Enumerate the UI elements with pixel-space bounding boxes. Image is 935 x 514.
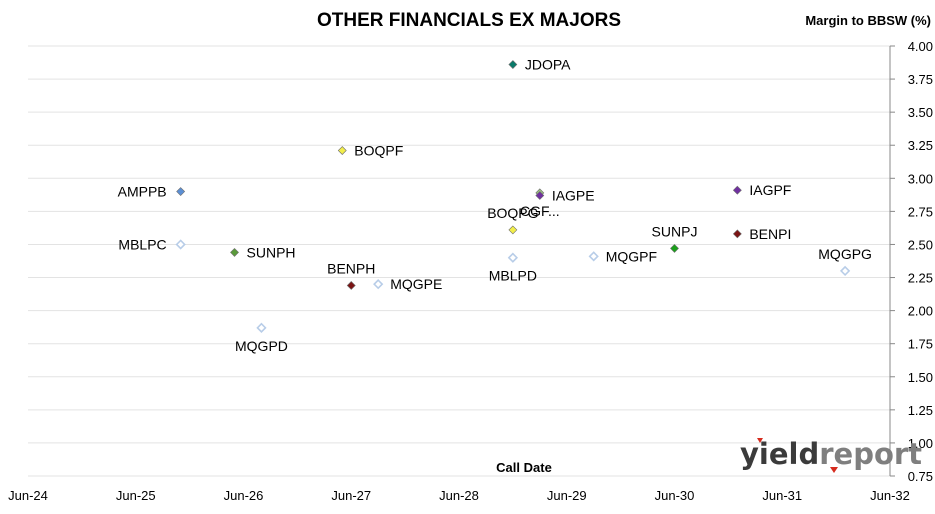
y-tick-label: 1.00 <box>908 436 933 451</box>
point-jdopa <box>508 60 518 69</box>
logo-triangle-icon <box>830 467 838 473</box>
data-label-iagpf: IAGPF <box>749 182 791 198</box>
y-axis: 0.75 1.00 1.25 1.50 1.75 2.00 2.25 2.50 2.75 3.00… <box>889 39 933 484</box>
x-tick-label: Jun-30 <box>655 488 695 503</box>
data-label-mqgpf: MQGPF <box>606 248 657 264</box>
y-tick-label: 2.00 <box>908 304 933 319</box>
point-sunph <box>230 247 239 257</box>
point-iagpe <box>535 191 545 200</box>
x-axis-label: Call Date <box>496 460 552 475</box>
point-boqpg <box>508 225 518 235</box>
data-label-mblpc: MBLPC <box>118 236 166 252</box>
x-tick-label: Jun-25 <box>116 488 156 503</box>
point-mqgpg <box>839 265 851 277</box>
y-tick-label: 2.75 <box>908 204 933 219</box>
y-tick-label: 3.50 <box>908 105 933 120</box>
point-mqgpd <box>256 322 267 333</box>
svg-text:yieldreport: yieldreport <box>740 437 922 471</box>
x-tick-label: Jun-31 <box>762 488 802 503</box>
x-tick-label: Jun-28 <box>439 488 479 503</box>
x-tick-label: Jun-32 <box>870 488 910 503</box>
point-mqgpf <box>588 251 599 262</box>
data-label-sunpj: SUNPJ <box>652 223 698 239</box>
data-label-sunph: SUNPH <box>247 244 296 260</box>
logo-text-yield: yield <box>740 437 819 471</box>
point-amppb <box>176 187 186 196</box>
y-axis-label: Margin to BBSW (%) <box>805 13 931 28</box>
x-tick-label: Jun-24 <box>8 488 48 503</box>
y-tick-label: 3.25 <box>908 138 933 153</box>
data-labels: JDOPA BOQPF AMPPB CGF...IAGPE IAGPF BOQPG BENP… <box>118 57 872 354</box>
point-benph <box>346 281 356 290</box>
point-boqpf <box>337 146 347 155</box>
data-label-boqpg: BOQPG <box>487 205 538 221</box>
point-mblpd <box>507 252 519 263</box>
data-label-amppb: AMPPB <box>118 184 167 200</box>
y-tick-label: 1.25 <box>908 403 933 418</box>
data-label-mqgpe: MQGPE <box>390 276 442 292</box>
point-iagpf <box>732 185 742 195</box>
data-label-jdopa: JDOPA <box>525 57 571 73</box>
data-label-boqpf: BOQPF <box>354 143 403 159</box>
y-tick-label: 0.75 <box>908 469 933 484</box>
data-label-cgf: CGF... <box>520 203 560 219</box>
data-label-benpi: BENPI <box>749 226 791 242</box>
data-label-mqgpg: MQGPG <box>818 246 872 262</box>
data-label-mblpd: MBLPD <box>489 268 537 284</box>
logo-text-report: report <box>819 437 922 471</box>
data-points <box>175 60 851 333</box>
x-tick-label: Jun-29 <box>547 488 587 503</box>
data-label-benph: BENPH <box>327 260 375 276</box>
x-tick-label: Jun-26 <box>224 488 264 503</box>
x-tick-label: Jun-27 <box>331 488 371 503</box>
logo-dot-icon <box>757 438 763 443</box>
yieldreport-logo: yieldreport <box>740 437 922 473</box>
x-axis: Jun-24 Jun-25 Jun-26 Jun-27 Jun-28 Jun-29 Jun-… <box>8 488 910 503</box>
point-mblpc <box>175 239 186 250</box>
point-sunpj <box>670 244 679 253</box>
y-tick-label: 1.75 <box>908 337 933 352</box>
y-tick-label: 3.75 <box>908 72 933 87</box>
point-mqgpe <box>373 279 384 290</box>
point-benpi <box>732 229 742 239</box>
y-tick-label: 2.50 <box>908 237 933 252</box>
data-label-iagpe: IAGPE <box>552 188 595 204</box>
y-tick-label: 2.25 <box>908 271 933 286</box>
y-tick-label: 1.50 <box>908 370 933 385</box>
gridlines <box>28 45 890 477</box>
y-tick-label: 3.00 <box>908 171 933 186</box>
data-label-mqgpd: MQGPD <box>235 338 288 354</box>
chart-title: OTHER FINANCIALS EX MAJORS <box>317 10 621 31</box>
y-tick-label: 4.00 <box>908 39 933 54</box>
